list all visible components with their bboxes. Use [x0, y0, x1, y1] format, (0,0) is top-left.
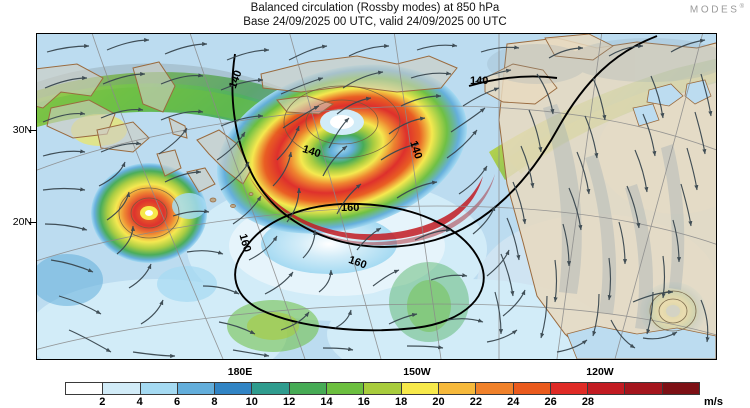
modes-logo: MODES®: [690, 4, 744, 15]
contour-label: 160: [236, 232, 253, 253]
colorbar-tick-label: 28: [581, 396, 595, 408]
lon-tick-label-180e: 180E: [227, 366, 253, 378]
colorbar-tick-label: 14: [320, 396, 333, 408]
colorbar-cell: [103, 383, 141, 394]
colorbar-cell: [625, 383, 663, 394]
lat-tick-mark-30n: [29, 130, 36, 131]
colorbar-cell: [66, 383, 104, 394]
colorbar-cell: [177, 383, 216, 394]
colorbar-cell: [140, 383, 178, 394]
colorbar-tick-label: 22: [469, 396, 482, 408]
page-title: Balanced circulation (Rossby modes) at 8…: [250, 2, 500, 14]
colorbar-cell: [438, 383, 477, 394]
colorbar-unit-label: m/s: [704, 396, 723, 408]
colorbar-cell: [364, 383, 402, 394]
colorbar-tick-label: 18: [395, 396, 408, 408]
colorbar-tick-label: 6: [173, 396, 181, 408]
colorbar-tick-label: 12: [282, 396, 296, 408]
lat-tick-label-30n: 30N: [12, 124, 32, 136]
title-block: Balanced circulation (Rossby modes) at 8…: [0, 2, 750, 29]
colorbar-cell: [513, 383, 551, 394]
colorbar-cell: [662, 383, 700, 394]
brand-text: MODES: [689, 4, 740, 16]
lon-tick-label-120w: 120W: [586, 366, 614, 378]
map-canvas: 140 140 140 140 160 160: [37, 34, 716, 359]
contour-label: 140: [301, 143, 322, 160]
colorbar-tick-label: 20: [432, 396, 445, 408]
colorbar-cell: [289, 383, 328, 394]
contour-label: 140: [227, 69, 245, 90]
colorbar-tick-label: 16: [357, 396, 370, 408]
colorbar-tick-label: 10: [245, 396, 258, 408]
contour-label: 160: [341, 202, 359, 214]
lon-tick-label-150w: 150W: [403, 366, 431, 378]
colorbar-cell: [401, 383, 439, 394]
map-plot-area: 140 140 140 140 160 160: [36, 33, 717, 360]
colorbar-tick-label: 4: [136, 396, 143, 408]
page-subtitle: Base 24/09/2025 00 UTC, valid 24/09/2025…: [243, 15, 507, 28]
lat-tick-mark-20n: [29, 222, 36, 223]
colorbar-tick-label: 24: [507, 396, 520, 408]
lat-tick-label-20n: 20N: [12, 216, 32, 228]
contour-label: 140: [470, 75, 488, 87]
colorbar-cell: [550, 383, 589, 394]
colorbar-cell: [588, 383, 626, 394]
colorbar-cell: [215, 383, 253, 394]
colorbar-cell: [252, 383, 290, 394]
colorbar-tick-label: 2: [99, 396, 106, 408]
colorbar: [65, 382, 700, 395]
colorbar-tick-label: 26: [544, 396, 557, 408]
colorbar-tick-label: 8: [211, 396, 218, 408]
contour-label: 140: [407, 139, 424, 160]
brand-mark: ®: [739, 4, 744, 10]
colorbar-cell: [476, 383, 514, 394]
colorbar-cell: [327, 383, 365, 394]
contour-label: 160: [347, 254, 368, 272]
